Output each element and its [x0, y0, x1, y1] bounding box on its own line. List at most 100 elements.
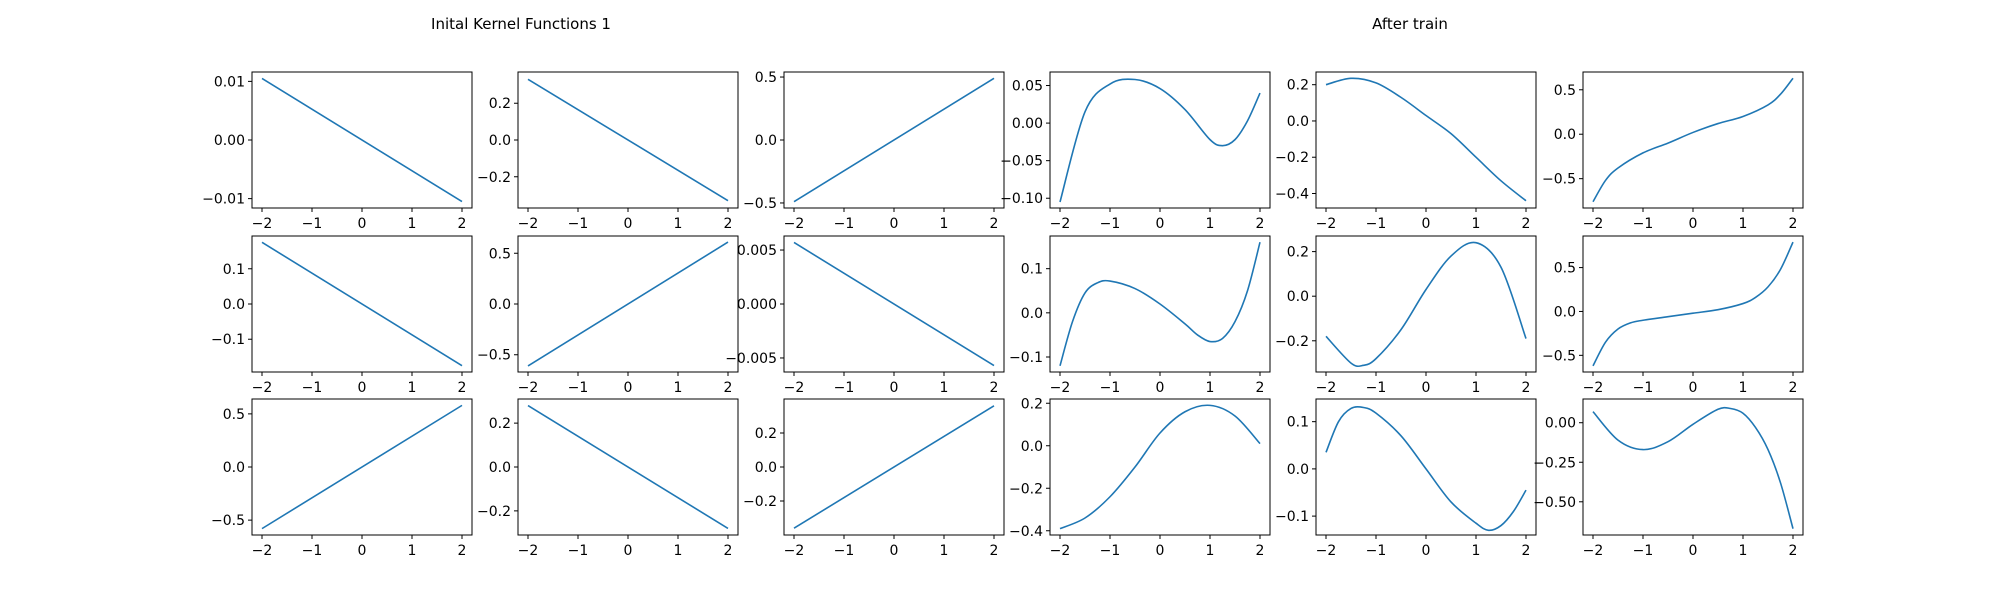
x-tick-label: −1	[568, 380, 589, 396]
x-tick-label: −1	[834, 543, 855, 559]
subplot-r2-c2: −2 −1 0 1 2 0.5 0.0 −0.5	[477, 235, 739, 396]
x-tick-label: −1	[568, 543, 589, 559]
x-tick-label: 0	[1156, 380, 1165, 396]
x-tick-label: 0	[1422, 543, 1431, 559]
series-line	[1592, 406, 1794, 529]
x-tick-label: −1	[302, 216, 323, 232]
y-tick-label: −0.5	[211, 513, 245, 529]
x-tick-label: 2	[1522, 380, 1531, 396]
subplot-r2-c4: −2 −1 0 1 2 0.1 0.0 −0.1	[1009, 235, 1271, 396]
y-tick-label: 0.000	[737, 297, 777, 313]
x-tick-label: 0	[358, 216, 367, 232]
x-tick-label: −1	[1633, 380, 1654, 396]
x-tick-label: 2	[724, 543, 733, 559]
x-tick-label: −2	[252, 216, 273, 232]
subplot-r1-c4: −2 −1 0 1 2 0.05 0.00 −0.05 −0.10	[1000, 71, 1271, 232]
y-tick-label: −0.50	[1533, 495, 1576, 511]
x-tick-label: 0	[358, 543, 367, 559]
x-tick-label: 1	[1472, 380, 1481, 396]
y-tick-label: −0.5	[477, 348, 511, 364]
x-tick-label: −1	[1366, 380, 1387, 396]
x-tick-label: 1	[1206, 380, 1215, 396]
series-line	[527, 404, 729, 530]
x-tick-label: 1	[674, 380, 683, 396]
subplot-r1-c5: −2 −1 0 1 2 0.2 0.0 −0.2 −0.4	[1275, 71, 1537, 232]
right-title: After train	[1372, 15, 1448, 33]
axes-frame	[1582, 398, 1804, 536]
x-tick-label: −1	[1633, 543, 1654, 559]
series-line	[1325, 405, 1527, 532]
y-tick-label: −0.5	[1542, 172, 1576, 188]
subplot-r1-c1: −2 −1 0 1 2 0.01 0.00 −0.01	[202, 71, 473, 232]
series-line	[1592, 241, 1794, 367]
x-tick-label: 1	[940, 380, 949, 396]
axes-frame	[1582, 235, 1804, 373]
y-tick-label: 0.0	[1287, 114, 1309, 130]
x-tick-label: 0	[1156, 216, 1165, 232]
series-line	[261, 241, 463, 367]
subplot-r1-c2: −2 −1 0 1 2 0.2 0.0 −0.2	[477, 71, 739, 232]
x-tick-label: −1	[568, 216, 589, 232]
x-tick-label: −1	[1100, 543, 1121, 559]
x-tick-label: 1	[1472, 216, 1481, 232]
x-tick-label: 1	[1739, 216, 1748, 232]
x-tick-label: 2	[990, 380, 999, 396]
subplot-r2-c5: −2 −1 0 1 2 0.2 0.0 −0.2	[1275, 235, 1537, 396]
x-tick-label: −2	[1583, 216, 1604, 232]
y-tick-label: 0.2	[1287, 245, 1309, 261]
x-tick-label: −1	[302, 543, 323, 559]
y-tick-label: 0.2	[755, 426, 777, 442]
x-tick-label: 1	[408, 543, 417, 559]
y-tick-label: −0.1	[1275, 509, 1309, 525]
subplot-grid: −2 −1 0 1 20.010.00−0.01−2 −1 0 1 20.20.0−0.2−2−…	[202, 70, 1804, 559]
x-tick-label: 1	[1739, 380, 1748, 396]
y-tick-label: 0.00	[1545, 416, 1576, 432]
x-tick-label: 0	[890, 216, 899, 232]
x-tick-label: 1	[674, 216, 683, 232]
y-tick-label: 0.2	[489, 416, 511, 432]
axes-frame	[1582, 71, 1804, 209]
x-tick-label: −2	[784, 216, 805, 232]
x-tick-label: −2	[1050, 380, 1071, 396]
x-tick-label: 2	[1789, 380, 1798, 396]
subplot-r3-c6: −2 −1 0 1 2 0.00 −0.25 −0.50	[1533, 398, 1804, 559]
x-tick-label: −2	[518, 543, 539, 559]
y-tick-label: −0.5	[743, 196, 777, 212]
y-tick-label: 0.5	[1554, 261, 1576, 277]
x-tick-label: 2	[724, 380, 733, 396]
y-tick-label: 0.0	[489, 297, 511, 313]
x-tick-label: 0	[358, 380, 367, 396]
x-tick-label: 2	[1522, 543, 1531, 559]
x-tick-label: −2	[1316, 543, 1337, 559]
x-tick-label: 0	[624, 543, 633, 559]
subplot-r2-c3: −2 −1 0 1 2 0.005 0.000 −0.005	[725, 235, 1005, 396]
x-tick-label: 2	[1256, 380, 1265, 396]
x-tick-label: 0	[1156, 543, 1165, 559]
x-tick-label: −2	[1583, 543, 1604, 559]
x-tick-label: −2	[518, 380, 539, 396]
series-line	[793, 405, 995, 529]
y-tick-label: 0.0	[223, 297, 245, 313]
x-tick-label: −1	[1100, 380, 1121, 396]
subplot-r3-c5: −2 −1 0 1 2 0.1 0.0 −0.1	[1275, 398, 1537, 559]
x-tick-label: −2	[1316, 380, 1337, 396]
x-tick-label: 1	[1739, 543, 1748, 559]
subplot-r3-c4: −2 −1 0 1 2 0.2 0.0 −0.2 −0.4	[1009, 396, 1271, 559]
x-tick-label: 0	[1689, 543, 1698, 559]
y-tick-label: 0.05	[1012, 79, 1043, 95]
y-tick-label: −0.2	[743, 494, 777, 510]
x-tick-label: 1	[1472, 543, 1481, 559]
axes-frame	[1315, 235, 1537, 373]
y-tick-label: 0.2	[1021, 396, 1043, 412]
x-tick-label: −2	[518, 216, 539, 232]
subplot-r3-c1: −2 −1 0 1 2 0.5 0.0 −0.5	[211, 398, 473, 559]
y-tick-label: 0.0	[755, 460, 777, 476]
x-tick-label: 0	[1422, 216, 1431, 232]
y-tick-label: 0.0	[1021, 439, 1043, 455]
x-tick-label: 1	[1206, 216, 1215, 232]
y-tick-label: 0.2	[1287, 78, 1309, 94]
axes-frame	[1049, 398, 1271, 536]
x-tick-label: 2	[1789, 216, 1798, 232]
x-tick-label: 2	[724, 216, 733, 232]
